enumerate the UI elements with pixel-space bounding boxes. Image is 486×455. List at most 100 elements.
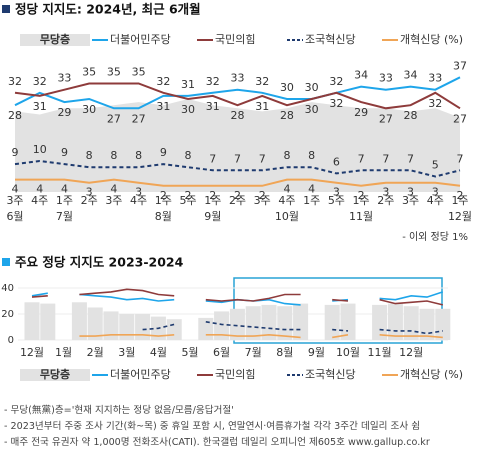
line [14, 159, 461, 178]
data-label: 4 [308, 183, 315, 196]
data-label: 2 [185, 189, 192, 202]
data-label: 4 [283, 183, 290, 196]
legend-label: 무당층 [40, 367, 70, 381]
data-label: 37 [453, 59, 467, 72]
legend-label: 더불어민주당 [110, 33, 171, 46]
x-group-label: 6월 [6, 210, 23, 223]
x-tick-label: 9월 [308, 346, 325, 359]
data-label: 29 [57, 106, 71, 119]
x-tick-label: 3주 [254, 194, 271, 207]
x-tick-label: 6월 [213, 346, 230, 359]
data-label: 30 [305, 103, 319, 116]
area-bar [198, 317, 214, 340]
data-label: 5 [432, 159, 439, 172]
x-tick-label: 3주 [6, 194, 23, 207]
x-tick-label: 7월 [245, 346, 262, 359]
data-label: 32 [8, 75, 22, 88]
footnote: - 2023년부터 주중 조사 기간(화~목) 중 휴일 포함 시, 연말연시·… [4, 420, 420, 432]
area-bar [87, 307, 103, 340]
data-label: 32 [33, 75, 47, 88]
x-tick-label: 1주 [155, 194, 172, 207]
x-tick-label: 4주 [278, 194, 295, 207]
data-label: 7 [382, 152, 389, 165]
data-label: 2 [234, 189, 241, 202]
x-tick-label: 8월 [276, 346, 293, 359]
area-bar [103, 311, 119, 340]
data-label: 28 [231, 109, 245, 122]
x-tick-label: 1주 [451, 194, 468, 207]
x-tick-label: 3주 [105, 194, 122, 207]
data-label: 7 [358, 152, 365, 165]
data-label: 35 [82, 66, 96, 79]
x-tick-label: 4주 [130, 194, 147, 207]
data-label: 35 [107, 66, 121, 79]
data-label: 32 [428, 97, 442, 110]
legend-label: 개혁신당 (%) [400, 368, 463, 381]
data-label: 31 [33, 100, 47, 113]
area-bar [277, 306, 293, 340]
area-bar [245, 306, 261, 340]
area-bar [372, 304, 388, 340]
data-label: 4 [61, 183, 68, 196]
legend-label: 국민의힘 [215, 368, 255, 381]
data-label: 30 [181, 103, 195, 116]
data-label: 34 [354, 69, 368, 82]
x-group-label: 9월 [204, 210, 221, 223]
data-label: 3 [135, 186, 142, 199]
data-label: 33 [428, 72, 442, 85]
x-tick-label: 1주 [56, 194, 73, 207]
x-tick-label: 10월 [336, 346, 360, 359]
data-label: 27 [379, 112, 393, 125]
line [15, 178, 461, 187]
data-label: 10 [33, 143, 47, 156]
data-label: 30 [82, 103, 96, 116]
line [14, 76, 461, 110]
line [14, 82, 461, 110]
data-label: 2 [259, 189, 266, 202]
area-bar [24, 302, 40, 340]
data-label: 9 [160, 146, 167, 159]
line [31, 288, 443, 306]
x-tick-label: 4주 [427, 194, 444, 207]
data-label: 6 [333, 155, 340, 168]
x-tick-label: 2주 [229, 194, 246, 207]
footnote: - 무당(無黨)층='현재 지지하는 정당 없음/모름/응답거절' [4, 404, 234, 416]
x-group-label: 7월 [56, 210, 73, 223]
data-label: 8 [86, 149, 93, 162]
x-tick-label: 12월 [20, 346, 44, 359]
data-label: 35 [132, 66, 146, 79]
area-bar [293, 303, 309, 340]
x-tick-label: 5주 [328, 194, 345, 207]
x-tick-label: 3주 [402, 194, 419, 207]
data-label: 31 [206, 100, 220, 113]
x-tick-label: 11월 [368, 346, 392, 359]
x-group-label: 12월 [448, 210, 472, 223]
legend-label: 조국혁신당 [305, 33, 356, 46]
area-bar [166, 319, 182, 340]
data-label: 2 [358, 189, 365, 202]
title-marker [2, 258, 10, 266]
data-label: 4 [36, 183, 43, 196]
data-label: 31 [156, 100, 170, 113]
data-label: 4 [110, 183, 117, 196]
data-label: 7 [209, 152, 216, 165]
area-bar [340, 303, 356, 340]
x-tick-label: 2주 [377, 194, 394, 207]
data-label: 32 [329, 97, 343, 110]
legend-swatch [20, 34, 90, 46]
data-label: 3 [407, 186, 414, 199]
data-label: 27 [107, 112, 121, 125]
x-tick-label: 4주 [31, 194, 48, 207]
data-label: 29 [354, 106, 368, 119]
data-label: 33 [379, 72, 393, 85]
x-tick-label: 2월 [87, 346, 104, 359]
area-bar [324, 304, 340, 340]
chart-title: 주요 정당 지지도 2023-2024 [15, 255, 184, 270]
data-label: 34 [404, 69, 418, 82]
area-bar [214, 311, 230, 340]
annotation: - 이외 정당 1% [402, 231, 468, 243]
x-tick-label: 12월 [399, 346, 423, 359]
line [142, 321, 443, 335]
y-tick-label: 40 [1, 283, 14, 294]
